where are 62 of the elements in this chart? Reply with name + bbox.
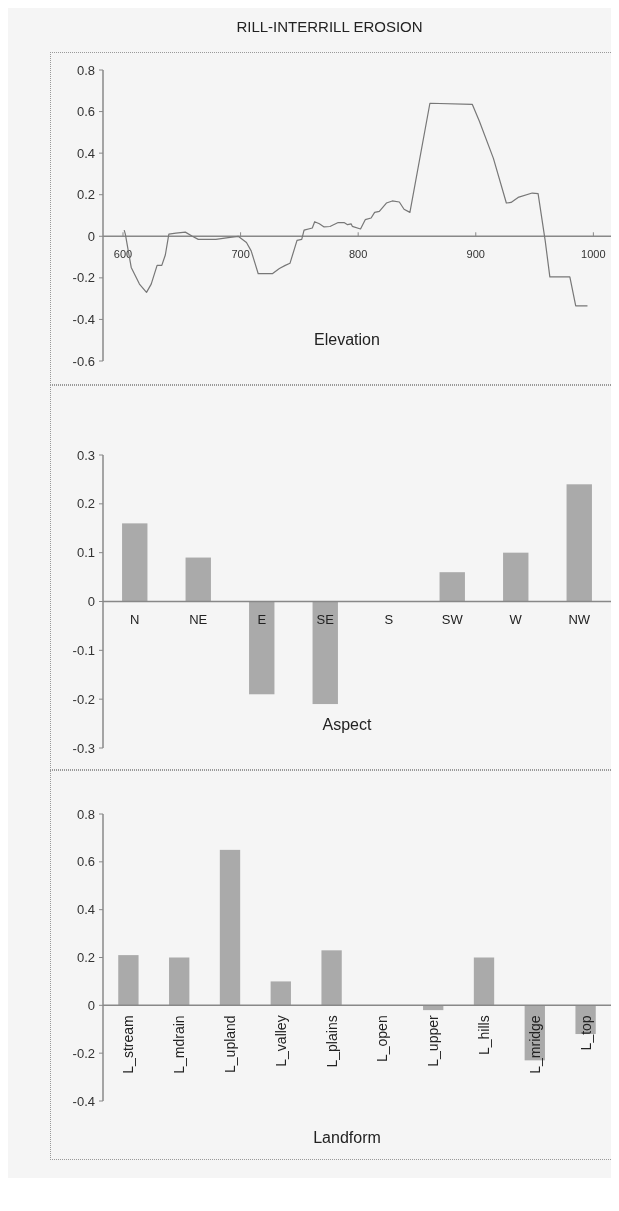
x-tick-label: L_mridge [526, 1015, 543, 1074]
x-tick-label: L_valley [272, 1015, 289, 1067]
bar [503, 552, 529, 602]
bar [249, 601, 275, 695]
x-tick-label: L_upland [222, 1015, 238, 1073]
y-tick-label: 0.2 [76, 187, 95, 203]
x-tick-label: L_stream [120, 1015, 137, 1074]
y-tick-label: -0.2 [72, 270, 95, 286]
y-tick-label: -0.6 [72, 353, 95, 369]
bar [169, 957, 190, 1006]
bar [566, 484, 592, 602]
bar [312, 601, 338, 705]
x-tick-label: L_top [577, 1015, 594, 1051]
y-tick-label: 0.4 [76, 145, 95, 161]
x-tick-label: S [384, 611, 394, 627]
y-tick-label: -0.1 [72, 642, 95, 658]
y-tick-label: 0.6 [76, 854, 95, 870]
x-tick-label: E [257, 611, 267, 627]
x-tick-label: 1000 [581, 248, 606, 261]
x-axis-title: Elevation [314, 331, 380, 348]
y-tick-label: -0.3 [72, 740, 95, 756]
y-tick-label: -0.2 [72, 691, 95, 707]
x-tick-label: 900 [466, 248, 485, 261]
x-tick-label: W [509, 611, 523, 627]
x-tick-label: L_plains [323, 1015, 340, 1068]
x-tick-label: NE [189, 611, 208, 627]
y-tick-label: -0.4 [72, 1093, 95, 1109]
x-tick-label: SE [316, 611, 335, 627]
x-tick-label: L_hills [476, 1015, 492, 1056]
x-tick-label: L_open [374, 1015, 391, 1063]
y-tick-label: -0.2 [72, 1045, 95, 1061]
x-tick-label: 700 [231, 248, 250, 261]
bar [473, 957, 495, 1006]
y-tick-label: -0.4 [72, 311, 95, 327]
x-tick-label: 600 [113, 248, 133, 261]
y-tick-label: 0.4 [76, 902, 95, 918]
y-tick-label: 0 [87, 997, 95, 1013]
bar [439, 572, 465, 602]
y-tick-label: 0.8 [76, 806, 95, 822]
x-tick-label: 800 [349, 248, 368, 261]
y-tick-label: 0.2 [76, 496, 95, 512]
chart-title: RILL-INTERRILL EROSION [236, 18, 423, 35]
x-axis-title: Landform [313, 1129, 381, 1146]
y-tick-label: 0 [87, 594, 95, 610]
bar [270, 981, 291, 1006]
x-axis-title: Aspect [322, 716, 373, 733]
y-tick-label: 0.8 [76, 62, 95, 78]
bar [219, 849, 241, 1006]
x-tick-label: SW [441, 611, 464, 627]
bar [122, 523, 148, 602]
y-tick-label: 0.3 [76, 447, 95, 463]
x-tick-label: N [130, 611, 140, 627]
bar [321, 950, 342, 1006]
x-tick-label: NW [568, 611, 591, 627]
y-tick-label: 0.6 [76, 104, 95, 120]
x-tick-label: L_upper [425, 1015, 442, 1067]
bar [185, 557, 211, 602]
y-tick-label: 0.1 [76, 545, 95, 561]
y-tick-label: 0.2 [76, 950, 95, 966]
bar [118, 955, 139, 1006]
y-tick-label: 0 [87, 228, 95, 244]
x-tick-label: L_mdrain [171, 1015, 188, 1074]
